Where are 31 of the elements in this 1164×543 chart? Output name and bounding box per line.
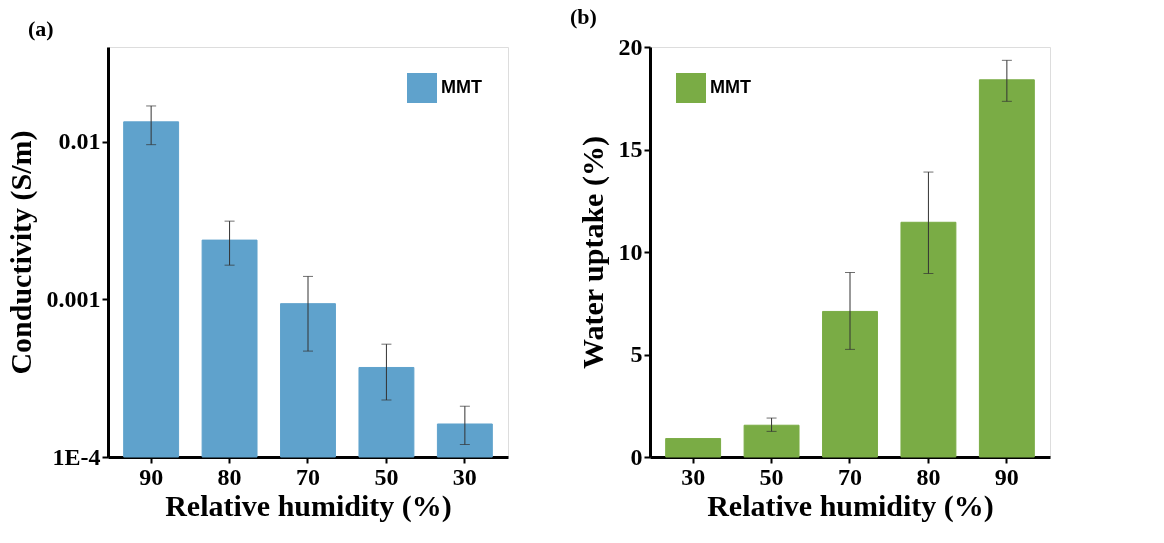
y-tick-label: 0.001 — [46, 285, 101, 312]
y-axis-title: Water uptake (%) — [575, 136, 610, 369]
y-tick-label: 10 — [618, 238, 643, 265]
bar — [665, 438, 722, 458]
y-tick-label: 0 — [630, 443, 643, 470]
x-tick-label: 30 — [681, 463, 706, 490]
x-tick-label: 50 — [374, 463, 399, 490]
y-tick-label: 20 — [618, 33, 643, 60]
y-tick-label: 5 — [630, 341, 643, 367]
chart-title: (a) — [28, 16, 54, 41]
bar — [978, 79, 1035, 458]
chart-title: (b) — [570, 4, 597, 29]
x-tick-label: 90 — [139, 463, 164, 490]
x-tick-label: 90 — [994, 463, 1019, 490]
bar — [822, 310, 878, 458]
x-tick-label: 80 — [217, 463, 242, 490]
bar — [743, 424, 800, 458]
x-tick-label: 30 — [452, 463, 477, 490]
y-axis-title: Conductivity (S/m) — [3, 130, 38, 375]
bar — [900, 221, 957, 458]
x-tick-label: 70 — [838, 463, 862, 490]
x-tick-label: 70 — [296, 463, 320, 490]
y-tick-label: 1E-4 — [52, 443, 101, 470]
y-tick-label: 15 — [618, 136, 643, 162]
legend-label: MMT — [441, 77, 482, 97]
legend-label: MMT — [710, 77, 751, 97]
x-axis-title: Relative humidity (%) — [707, 488, 994, 523]
x-tick-label: 50 — [759, 463, 784, 490]
x-tick-label: 80 — [916, 463, 941, 490]
y-tick-label: 0.01 — [58, 128, 101, 155]
x-axis-title: Relative humidity (%) — [165, 488, 452, 523]
